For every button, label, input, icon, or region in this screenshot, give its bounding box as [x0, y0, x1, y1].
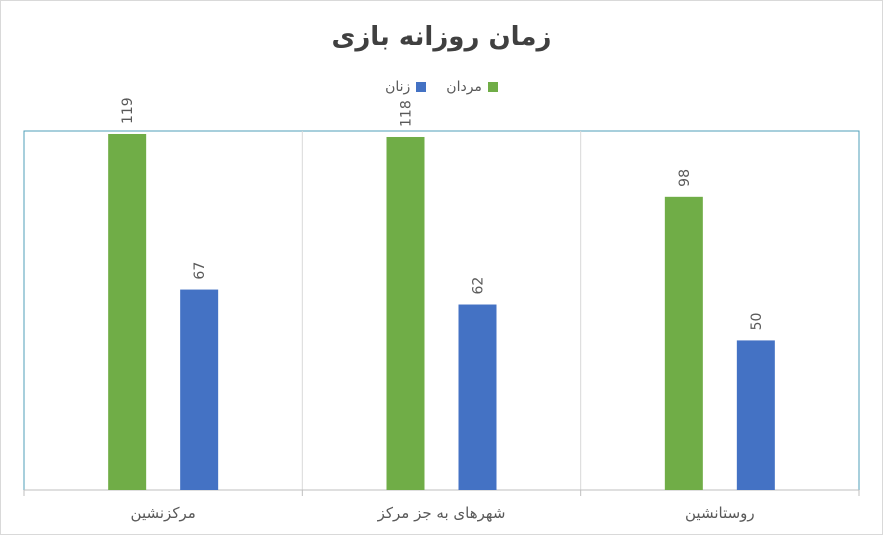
plot-border	[23, 130, 860, 491]
chart-legend: مردان زنان	[0, 79, 883, 95]
category-label-1: شهرهای به جز مرکز	[377, 504, 506, 522]
legend-label-women: زنان	[385, 79, 411, 95]
category-label-2: روستانشین	[685, 504, 755, 522]
data-label-men-1: 118	[399, 100, 415, 127]
bar-women-1	[458, 304, 497, 490]
chart-title: زمان روزانه بازی	[331, 22, 552, 52]
bar-men-2	[664, 196, 703, 491]
bar-men-1	[386, 136, 425, 490]
data-label-men-2: 98	[677, 169, 693, 187]
bar-women-0	[180, 289, 219, 490]
legend-swatch-men	[487, 82, 498, 92]
bar-men-0	[108, 133, 147, 490]
data-label-women-2: 50	[749, 313, 765, 331]
category-label-0: مرکزنشین	[131, 504, 196, 522]
data-label-men-0: 119	[120, 97, 136, 124]
legend-swatch-women	[416, 82, 427, 92]
bar-women-2	[736, 340, 775, 490]
legend-item-men: مردان	[446, 79, 498, 95]
data-label-women-0: 67	[192, 262, 208, 280]
legend-item-women: زنان	[385, 79, 427, 95]
data-label-women-1: 62	[471, 277, 487, 295]
legend-label-men: مردان	[446, 79, 482, 95]
